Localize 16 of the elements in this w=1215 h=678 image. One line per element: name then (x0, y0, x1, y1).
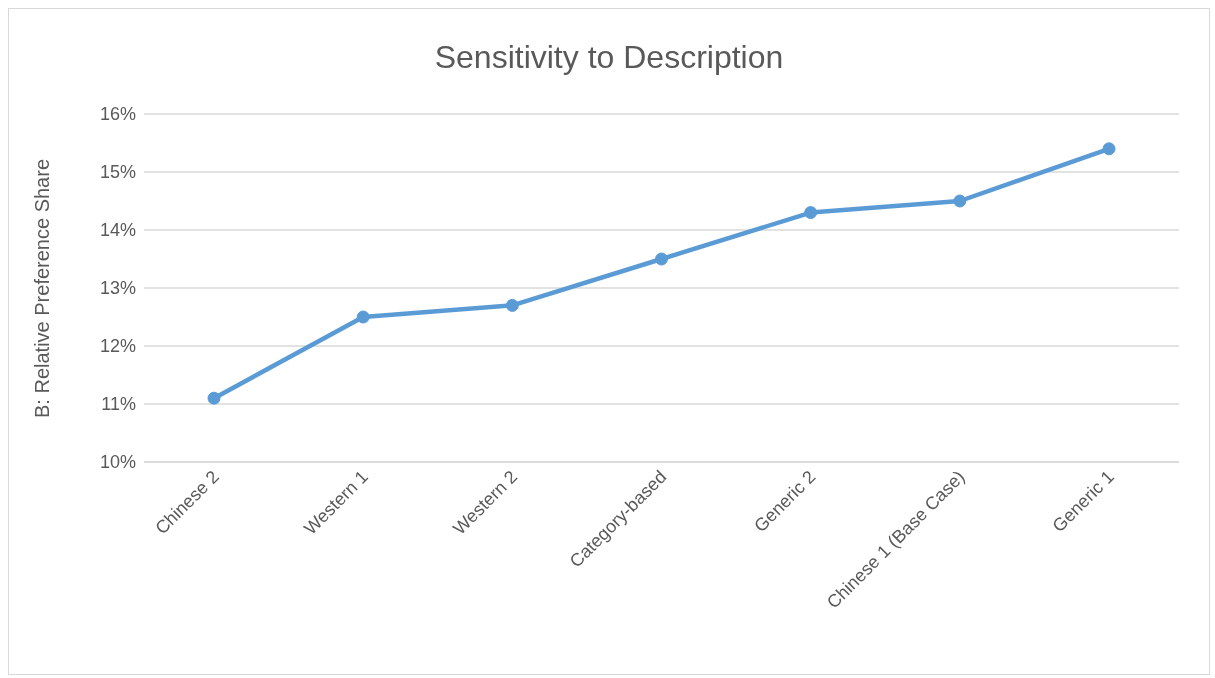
y-tick-label: 12% (99, 336, 136, 357)
point (953, 194, 967, 208)
point (505, 298, 519, 312)
y-tick-label: 15% (99, 162, 136, 183)
point (207, 391, 221, 405)
point (655, 252, 668, 266)
y-tick-label: 10% (99, 452, 136, 473)
y-tick-label: 11% (101, 394, 136, 415)
y-tick-label: 16% (99, 104, 136, 125)
point (356, 310, 370, 324)
point (804, 206, 818, 220)
point (1102, 142, 1116, 156)
y-tick-label: 14% (99, 220, 136, 241)
y-tick-label: 13% (99, 278, 136, 299)
chart-title: Sensitivity to Description (433, 39, 785, 76)
y-axis-title: B: Relative Preference Share (31, 158, 54, 418)
